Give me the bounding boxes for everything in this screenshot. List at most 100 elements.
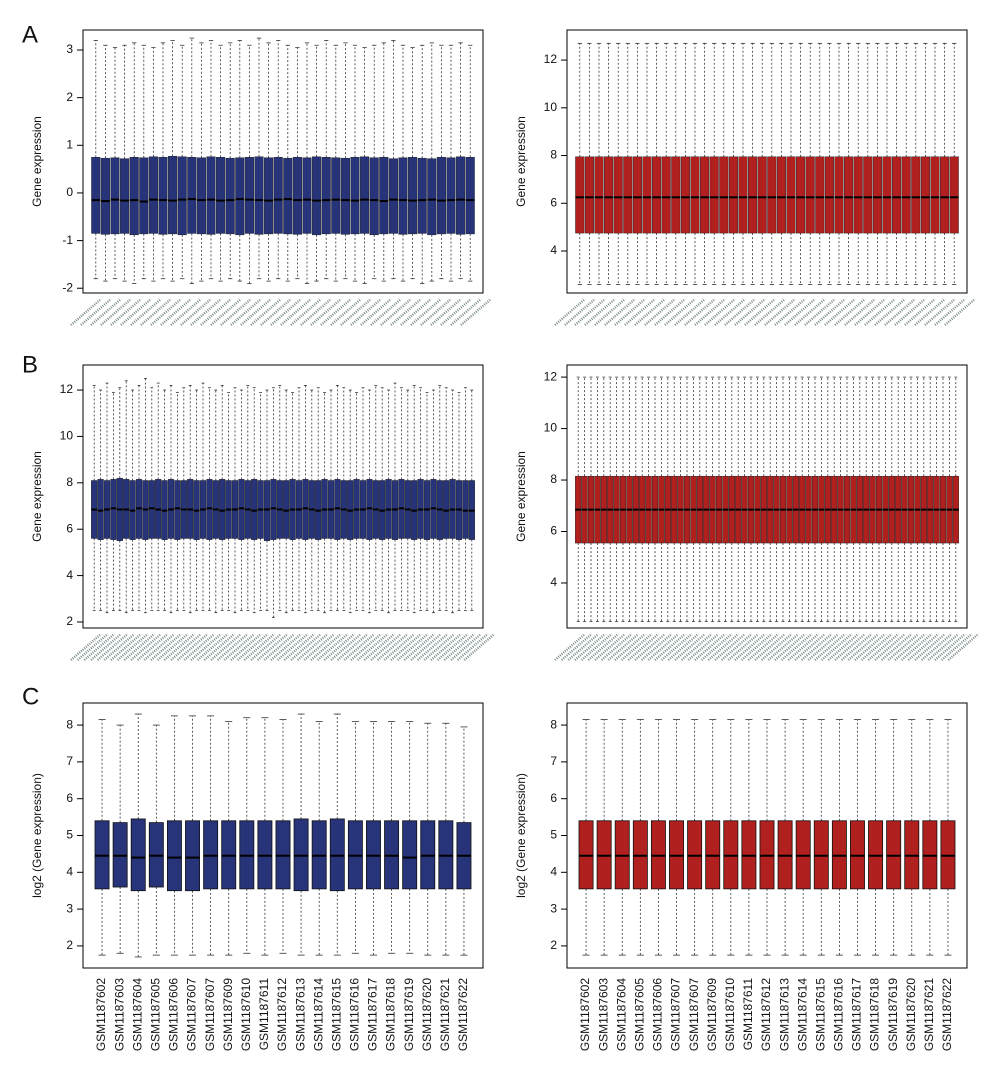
label-hatch — [924, 298, 956, 326]
plot-frame — [82, 29, 484, 294]
box — [139, 157, 149, 235]
label-hatch — [914, 633, 946, 661]
box — [417, 157, 427, 234]
box — [436, 157, 446, 235]
box — [776, 156, 786, 234]
label-hatch — [240, 298, 272, 326]
box — [379, 157, 389, 235]
y-tick-label: 12 — [60, 382, 74, 396]
label-hatch — [804, 298, 836, 326]
label-hatch — [824, 298, 856, 326]
label-hatch — [754, 298, 786, 326]
box — [767, 156, 777, 234]
box — [148, 156, 158, 234]
label-hatch — [814, 298, 846, 326]
x-tick-label: GSM1187609 — [221, 978, 235, 1051]
label-hatch — [250, 633, 282, 661]
label-hatch — [370, 633, 402, 661]
box — [97, 479, 104, 540]
box — [166, 820, 182, 892]
label-hatch — [223, 633, 256, 661]
box — [930, 156, 940, 234]
label-hatch — [210, 633, 242, 661]
box — [283, 480, 290, 539]
box — [263, 480, 271, 541]
box — [273, 157, 283, 234]
label-hatch — [844, 298, 876, 326]
y-tick-label: 6 — [550, 791, 557, 805]
label-hatch — [243, 633, 276, 661]
label-hatch — [130, 633, 162, 661]
label-hatch — [567, 633, 600, 661]
label-hatch — [587, 633, 620, 661]
box — [604, 156, 614, 234]
box — [366, 479, 373, 540]
label-hatch — [76, 633, 109, 661]
x-tick-label: GSM1187604 — [614, 978, 628, 1051]
box — [219, 479, 226, 540]
x-tick-label: GSM1187609 — [705, 978, 719, 1051]
label-hatch — [784, 298, 816, 326]
x-tick-label: GSM1187616 — [348, 978, 362, 1051]
box — [427, 158, 437, 236]
box — [244, 157, 254, 234]
label-hatch — [183, 633, 216, 661]
label-hatch — [860, 633, 893, 661]
label-hatch — [170, 633, 202, 661]
box — [815, 156, 825, 234]
y-tick-label: 2 — [550, 938, 557, 952]
box — [443, 480, 450, 539]
label-hatch — [767, 633, 800, 661]
label-hatch — [834, 298, 866, 326]
label-hatch — [847, 633, 880, 661]
y-tick-label: 4 — [66, 568, 73, 582]
y-tick-label: 8 — [66, 717, 73, 731]
box — [110, 157, 120, 235]
x-tick-label: GSM1187618 — [868, 978, 882, 1051]
label-hatch — [90, 633, 122, 661]
label-hatch — [256, 633, 289, 661]
x-tick-label: GSM1187602 — [94, 978, 108, 1051]
box — [872, 156, 882, 234]
label-hatch — [430, 633, 462, 661]
label-hatch — [436, 633, 469, 661]
label-hatch — [714, 633, 746, 661]
plot-frame — [82, 364, 484, 629]
box — [584, 156, 594, 234]
y-axis-label: Gene expression — [514, 451, 528, 542]
box — [757, 156, 767, 234]
box — [901, 156, 911, 234]
y-tick-label: 8 — [550, 472, 557, 486]
label-hatch — [814, 633, 846, 661]
box — [786, 156, 796, 234]
x-tick-label: GSM1187617 — [366, 978, 380, 1051]
x-tick-label: GSM1187606 — [651, 978, 665, 1051]
box — [254, 156, 264, 235]
box — [465, 157, 475, 235]
label-hatch — [376, 633, 409, 661]
label-hatch — [203, 633, 236, 661]
box — [100, 157, 110, 235]
label-hatch — [80, 298, 112, 326]
label-hatch — [360, 298, 392, 326]
box — [321, 157, 331, 235]
label-hatch — [760, 633, 793, 661]
x-tick-label: GSM1187620 — [420, 978, 434, 1051]
label-hatch — [907, 633, 940, 661]
x-tick-label: GSM1187612 — [759, 978, 773, 1051]
box — [863, 156, 873, 234]
label-hatch — [200, 298, 232, 326]
label-hatch — [684, 298, 716, 326]
y-axis-label: log2 (Gene expression) — [514, 773, 528, 898]
label-hatch — [350, 633, 382, 661]
label-hatch — [704, 298, 736, 326]
label-hatch — [390, 298, 422, 326]
label-hatch — [554, 298, 586, 326]
label-hatch — [220, 298, 252, 326]
y-tick-label: 7 — [550, 754, 557, 768]
y-tick-label: 12 — [544, 369, 558, 383]
y-tick-label: 6 — [550, 195, 557, 209]
x-tick-label: GSM1187621 — [438, 978, 452, 1051]
label-hatch — [303, 633, 336, 661]
